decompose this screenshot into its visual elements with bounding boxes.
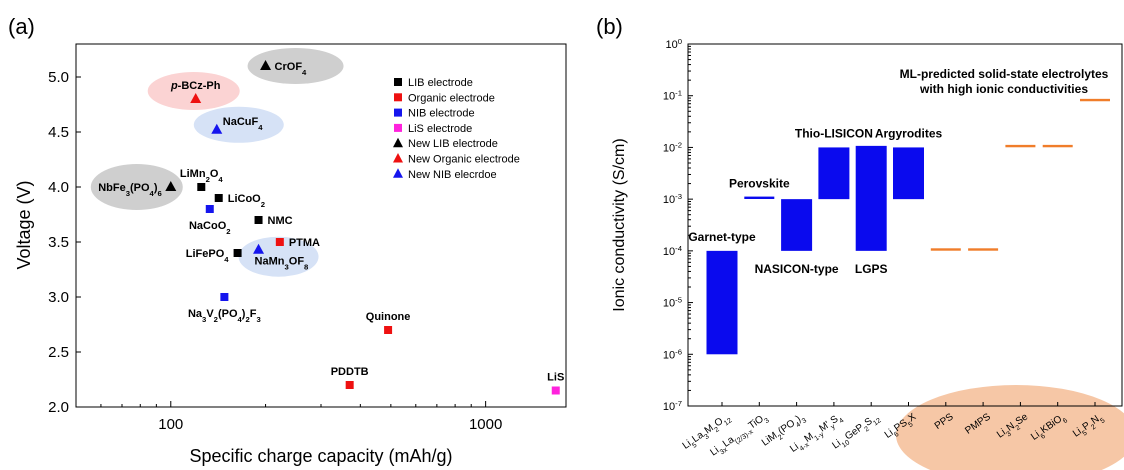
- data-point-square: [551, 386, 560, 395]
- highlight-ellipse-11: [90, 164, 183, 210]
- y-tick-label: 3.5: [48, 234, 69, 251]
- y-tick-label: 10-7: [663, 399, 682, 414]
- data-point-square: [345, 381, 354, 389]
- y-tick-label: 10-6: [663, 347, 682, 362]
- panel-a-label: (a): [8, 14, 35, 39]
- conductivity-bar: [855, 145, 887, 251]
- data-point-square: [275, 238, 284, 246]
- y-tick-label: 5.0: [48, 69, 69, 86]
- x-axis-label: Specific charge capacity (mAh/g): [189, 446, 452, 466]
- group-label: Argyrodites: [875, 126, 943, 140]
- y-tick-label: 4.5: [48, 124, 69, 141]
- data-point-label: NMC: [268, 215, 293, 227]
- data-point-triangle: [211, 123, 223, 134]
- data-point-label: NbFe3(PO4)6: [98, 182, 162, 198]
- legend-marker: [393, 153, 403, 163]
- data-point-square: [233, 249, 242, 257]
- y-tick-label: 10-5: [663, 295, 682, 310]
- legend-marker: [394, 78, 402, 86]
- x-tick-label: 1000: [469, 416, 502, 433]
- axis-ticks: 100 10-1 10-2 10-3 10-4 10-5 10-6 10-7: [663, 37, 1096, 414]
- data-point-triangle: [253, 243, 265, 254]
- data-point-label: LiFePO4: [186, 248, 230, 264]
- group-labels: Garnet-type Perovskite NASICON-type Thio-LI…: [688, 126, 942, 275]
- data-point-square: [214, 194, 223, 202]
- legend-label: Organic electrode: [408, 92, 495, 104]
- legend-marker: [393, 168, 403, 178]
- group-label: Thio-LISICON: [795, 126, 873, 140]
- legend-label: New LIB electrode: [408, 138, 498, 150]
- data-point-triangle: [165, 181, 177, 191]
- highlight-ellipse-10: [247, 48, 344, 84]
- conductivity-bar: [781, 199, 813, 251]
- conductivity-bar: [744, 196, 775, 199]
- conductivity-bar: [706, 250, 738, 355]
- x-tick-label: 100: [158, 416, 183, 433]
- data-point-label: LiS: [547, 372, 564, 384]
- data-point-label: Na3V2(PO4)2F3: [188, 308, 261, 324]
- y-tick-label: 3.0: [48, 289, 69, 306]
- data-point-triangle: [190, 93, 202, 103]
- ml-prediction-bar: [1005, 144, 1036, 148]
- group-label: LGPS: [855, 262, 888, 276]
- panel-a-scatter: (a) 2.0 2.5 3.0 3.5 4.0 4.5 5.0 100 1000 LiMn2O4…: [8, 14, 567, 466]
- y-tick-label: 10-1: [663, 88, 682, 103]
- ml-annotation-line-2: with high ionic conductivities: [919, 82, 1088, 96]
- data-point-square: [254, 216, 263, 224]
- y-axis-label: Voltage (V): [14, 180, 34, 269]
- legend-marker: [393, 137, 403, 148]
- axis-ticks: 2.0 2.5 3.0 3.5 4.0 4.5 5.0 100 1000: [48, 69, 502, 433]
- legend-label: New Organic electrode: [408, 154, 520, 166]
- y-tick-label: 10-4: [663, 243, 683, 258]
- legend-label: LiS electrode: [408, 123, 472, 135]
- data-point-label: NaCuF4: [223, 116, 263, 132]
- highlight-ellipse-12: [147, 72, 240, 110]
- data-point-triangle: [260, 60, 272, 70]
- legend-label: LIB electrode: [408, 77, 473, 89]
- y-tick-label: 2.5: [48, 344, 69, 361]
- y-axis-label: Ionic conductivity (S/cm): [611, 138, 628, 311]
- data-point-square: [220, 293, 229, 301]
- data-point-label: p-BCz-Ph: [170, 80, 221, 92]
- y-tick-label: 4.0: [48, 179, 69, 196]
- data-point-label: Quinone: [366, 311, 411, 323]
- ml-prediction-bar: [1080, 98, 1110, 102]
- data-point-label: CrOF4: [275, 61, 308, 77]
- conductivity-bar: [893, 147, 924, 200]
- data-point-label: LiCoO2: [228, 193, 265, 209]
- data-point-square: [384, 326, 393, 334]
- ml-prediction-bar: [1042, 144, 1073, 148]
- data-point-label: NaMn3OF8: [255, 256, 310, 272]
- legend: LIB electrode Organic electrode NIB electr…: [393, 77, 520, 181]
- bars: [706, 98, 1110, 355]
- data-point-label: LiMn2O4: [180, 168, 224, 184]
- legend-marker: [394, 108, 402, 117]
- panel-b-label: (b): [596, 14, 623, 39]
- y-tick-label: 100: [665, 37, 682, 52]
- legend-marker: [394, 93, 402, 102]
- conductivity-bar: [818, 147, 850, 200]
- data-point-square: [197, 183, 206, 191]
- group-label: Garnet-type: [688, 230, 756, 244]
- y-tick-label: 2.0: [48, 399, 69, 416]
- data-point-label: PDDTB: [331, 366, 369, 378]
- legend-marker: [394, 123, 402, 132]
- data-point-label: PTMA: [289, 237, 320, 249]
- group-label: Perovskite: [729, 177, 790, 191]
- data-point-label: NaCoO2: [189, 220, 231, 236]
- legend-label: NIB electrode: [408, 108, 475, 120]
- ml-prediction-bar: [930, 248, 961, 251]
- data-point-square: [205, 205, 214, 213]
- y-tick-label: 10-3: [663, 192, 682, 207]
- ml-annotation-line-1: ML-predicted solid-state electrolytes: [900, 67, 1109, 81]
- plot-frame: [687, 43, 1123, 407]
- panel-b-bars: (b) 100 10-1 10-2 10-3 10-4 10-5 10-6 10-7 Garn…: [596, 14, 1124, 470]
- legend-label: New NIB elecrdoe: [408, 169, 497, 181]
- ml-prediction-bar: [968, 248, 999, 251]
- group-label: NASICON-type: [755, 262, 839, 276]
- y-tick-label: 10-2: [663, 140, 682, 155]
